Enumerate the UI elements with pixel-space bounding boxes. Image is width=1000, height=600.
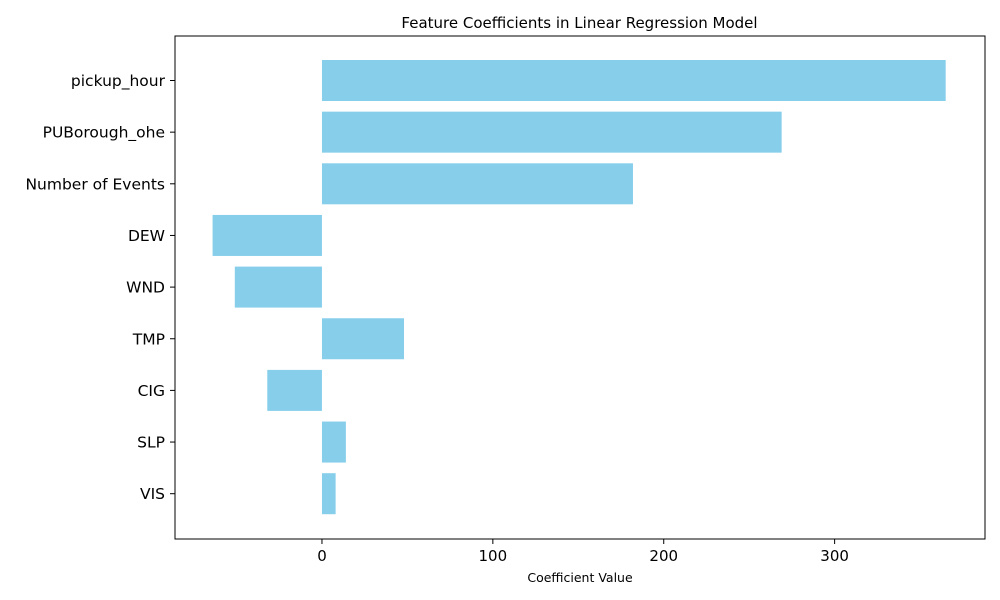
x-tick-label: 100: [479, 547, 508, 565]
y-tick-label: SLP: [137, 434, 165, 452]
y-tick-label: pickup_hour: [71, 72, 166, 91]
plot-frame: [174, 35, 986, 540]
x-tick-label: 200: [649, 547, 678, 565]
bars-group: [212, 60, 946, 515]
bar-dew: [212, 214, 322, 256]
bar-tmp: [321, 318, 404, 360]
y-tick-label: Number of Events: [25, 175, 165, 193]
bar-slp: [321, 421, 346, 463]
y-tick-label: WND: [126, 279, 165, 297]
x-axis-label: Coefficient Value: [527, 570, 633, 585]
bar-number-of-events: [321, 163, 633, 205]
x-tick-label: 300: [820, 547, 849, 565]
y-tick-label: PUBorough_ohe: [43, 124, 165, 143]
bar-pickup-hour: [321, 60, 946, 101]
y-axis-ticks: pickup_hour PUBorough_ohe Number of Events…: [25, 72, 175, 503]
y-tick-label: DEW: [128, 227, 165, 245]
y-tick-label: TMP: [132, 330, 165, 348]
bar-wnd: [234, 266, 322, 308]
y-tick-label: CIG: [138, 382, 165, 400]
y-tick-label: VIS: [140, 485, 165, 503]
bar-puborough-ohe: [321, 111, 782, 153]
x-tick-label: 0: [317, 547, 327, 565]
chart-title: Feature Coefficients in Linear Regressio…: [401, 14, 757, 32]
bar-cig: [267, 369, 322, 411]
bar-vis: [321, 473, 336, 515]
x-axis-ticks: 0 100 200 300: [317, 539, 849, 565]
